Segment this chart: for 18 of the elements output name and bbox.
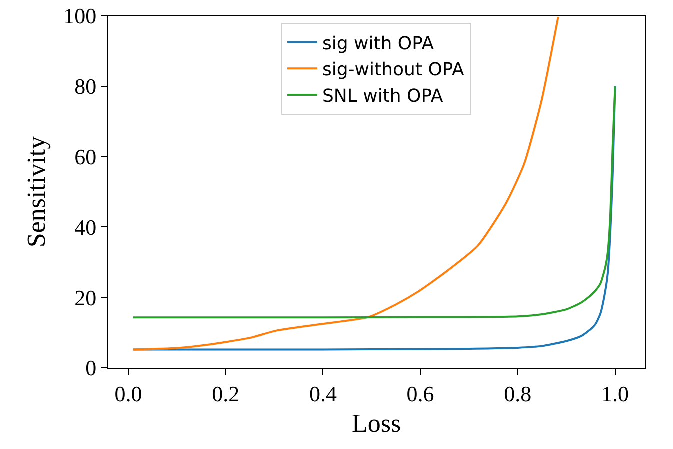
x-axis-title: Loss <box>352 409 402 438</box>
x-tick-label: 1.0 <box>602 381 630 406</box>
y-tick-label: 0 <box>86 356 97 381</box>
x-tick-label: 0.0 <box>114 381 142 406</box>
line-series <box>132 16 560 351</box>
legend-label: sig with OPA <box>322 33 435 54</box>
x-tick-label: 0.4 <box>309 381 337 406</box>
legend-label: SNL with OPA <box>322 86 444 108</box>
y-tick-label: 100 <box>64 4 97 29</box>
x-tick-label: 0.2 <box>212 381 240 406</box>
y-tick-label: 60 <box>74 144 97 170</box>
legend-label: sig-without OPA <box>322 60 466 81</box>
y-axis-title: Sensitivity <box>22 136 51 248</box>
x-tick-label: 0.8 <box>504 381 532 406</box>
y-tick-label: 40 <box>74 214 97 240</box>
y-tick-label: 20 <box>74 285 97 310</box>
x-tick-label: 0.6 <box>406 381 434 406</box>
y-tick-label: 80 <box>74 74 97 100</box>
